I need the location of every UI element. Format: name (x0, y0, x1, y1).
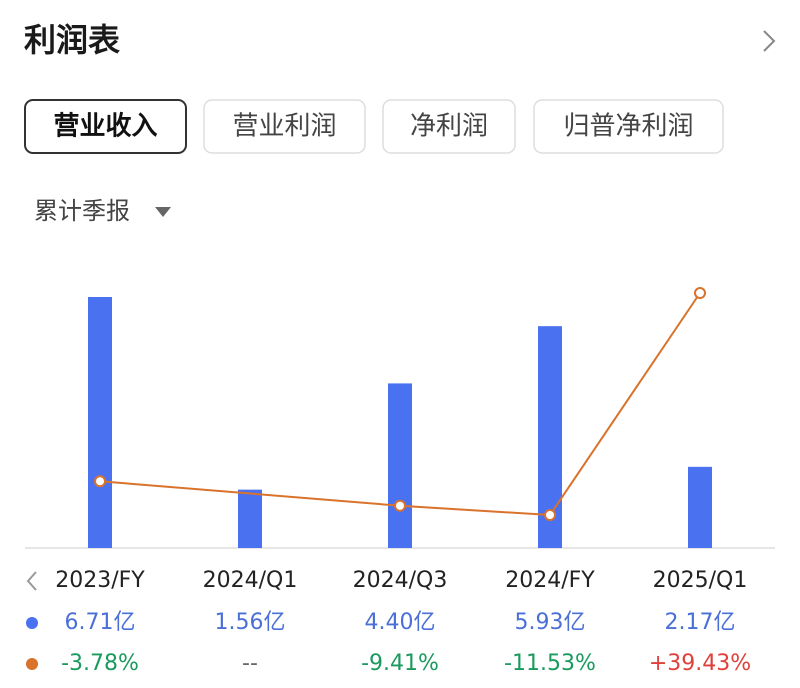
bar-value-label: 2.17亿 (665, 610, 736, 635)
period-selector[interactable]: 累计季报 (34, 197, 171, 225)
line (99, 292, 701, 517)
legend-dot (26, 658, 38, 670)
line-point (394, 499, 406, 512)
tab[interactable] (203, 99, 366, 154)
line-value-label: -- (242, 651, 258, 676)
legend-dot (26, 617, 38, 629)
line-value-label: -11.53% (504, 651, 596, 676)
bar-value-label: 4.40亿 (365, 610, 436, 635)
bar (688, 466, 712, 548)
title: 利润表 (24, 21, 120, 59)
prev-arrow[interactable] (26, 571, 37, 591)
tab[interactable] (382, 99, 516, 154)
bar-value-label: 5.93亿 (515, 610, 586, 635)
bar-value-label: 6.71亿 (65, 610, 136, 635)
tab-label[interactable]: 净利润 (410, 112, 488, 142)
plot: 2023/FY 2024/Q1 2024/Q3 2024/FY 2025/Q1 6.71亿… (26, 287, 751, 676)
line-value-label: -3.78% (61, 651, 139, 676)
dropdown-icon[interactable] (155, 207, 171, 217)
x-tick-label: 2024/Q3 (353, 568, 448, 593)
tab-label[interactable]: 营业收入 (53, 112, 157, 142)
bar-value-label: 1.56亿 (215, 610, 286, 635)
tab-label[interactable]: 归普净利润 (563, 112, 693, 142)
tab[interactable] (24, 99, 187, 154)
line-value-label: -9.41% (361, 651, 439, 676)
tab-label[interactable]: 营业利润 (232, 112, 336, 142)
x-tick-label: 2024/FY (505, 568, 595, 593)
bar (388, 383, 412, 548)
x-tick-label: 2024/Q1 (203, 568, 298, 593)
bar (238, 489, 262, 548)
line-point (544, 509, 556, 521)
line-value-label: +39.43% (649, 651, 751, 676)
bar (88, 297, 112, 548)
more-arrow[interactable] (763, 30, 776, 52)
tabs: 营业收入 营业利润 净利润 归普净利润 (24, 99, 724, 154)
period-label[interactable]: 累计季报 (34, 197, 130, 225)
line-point (694, 287, 706, 299)
line-point (94, 475, 106, 488)
tab[interactable] (533, 99, 724, 154)
x-tick-label: 2023/FY (55, 568, 145, 593)
x-tick-label: 2025/Q1 (653, 568, 748, 593)
